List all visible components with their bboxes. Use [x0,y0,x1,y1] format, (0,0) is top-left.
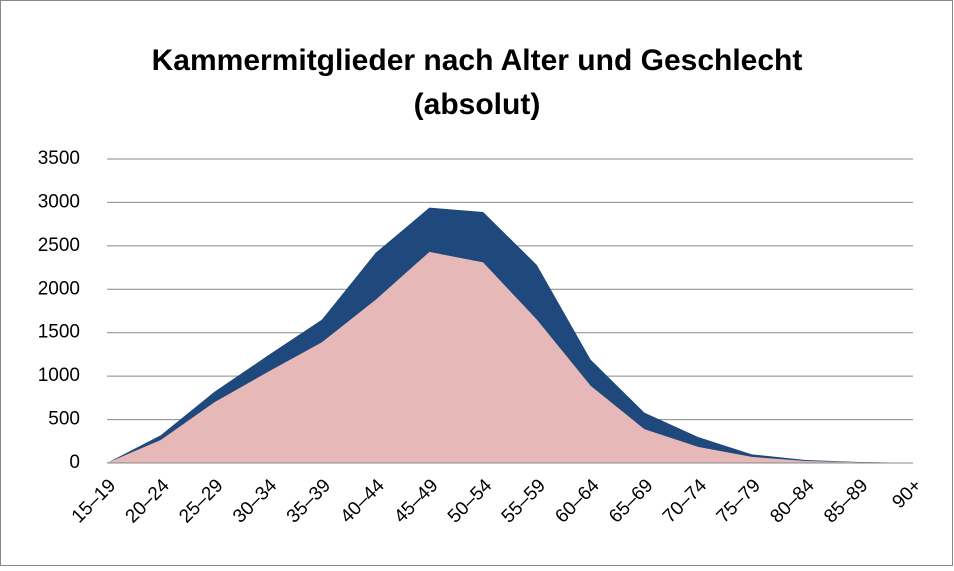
y-tick-label: 2000 [38,278,80,299]
chart-title: (absolut) [414,88,541,121]
y-tick-label: 0 [69,452,80,473]
area [107,251,913,463]
y-tick-label: 3500 [38,148,80,169]
y-tick-label: 1500 [38,322,80,343]
y-tick-label: 3000 [38,191,80,212]
y-tick-label: 2500 [38,235,80,256]
chart-title: Kammermitglieder nach Alter und Geschlec… [152,44,803,77]
y-tick-label: 500 [48,409,80,430]
y-tick-label: 1000 [38,365,80,386]
